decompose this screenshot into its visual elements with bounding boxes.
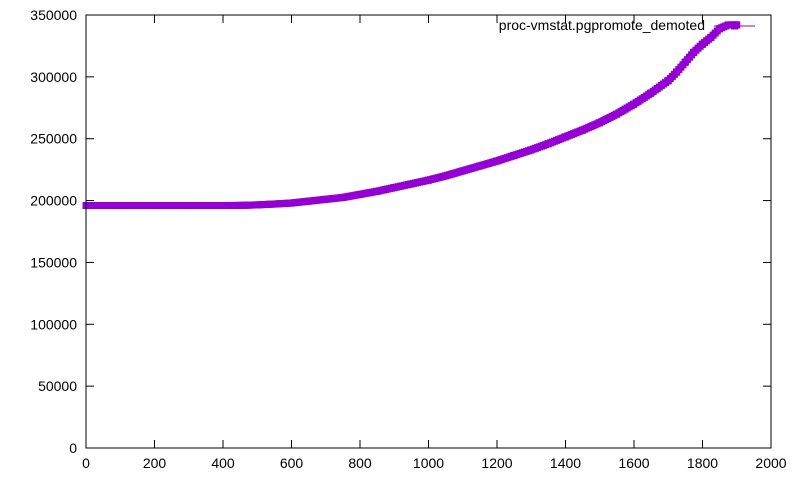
x-tick-label: 1000	[413, 455, 444, 471]
y-tick-label: 300000	[30, 69, 77, 85]
y-tick-label: 250000	[30, 131, 77, 147]
x-tick-label: 0	[82, 455, 90, 471]
legend-marker-sample	[731, 22, 738, 30]
y-tick-label: 50000	[38, 378, 77, 394]
y-tick-label: 100000	[30, 316, 77, 332]
series-line	[86, 21, 737, 209]
y-tick-label: 350000	[30, 7, 77, 23]
x-tick-label: 800	[348, 455, 372, 471]
legend-label: proc-vmstat.pgpromote_demoted	[499, 17, 705, 33]
x-tick-label: 1200	[481, 455, 512, 471]
x-tick-label: 200	[143, 455, 167, 471]
x-tick-label: 1800	[687, 455, 718, 471]
x-tick-label: 1400	[550, 455, 581, 471]
y-tick-label: 150000	[30, 254, 77, 270]
y-tick-label: 0	[69, 440, 77, 456]
series-layer	[82, 21, 741, 210]
x-tick-label: 1600	[618, 455, 649, 471]
y-tick-label: 200000	[30, 193, 77, 209]
plot-frame	[85, 14, 772, 449]
x-tick-label: 2000	[755, 455, 786, 471]
axis-labels: 0 200 400 600 800 1000 1200 1400 1600 1800 2000 0 50…	[30, 7, 786, 471]
x-tick-label: 600	[280, 455, 304, 471]
x-tick-label: 400	[211, 455, 235, 471]
legend: proc-vmstat.pgpromote_demoted	[499, 17, 755, 33]
